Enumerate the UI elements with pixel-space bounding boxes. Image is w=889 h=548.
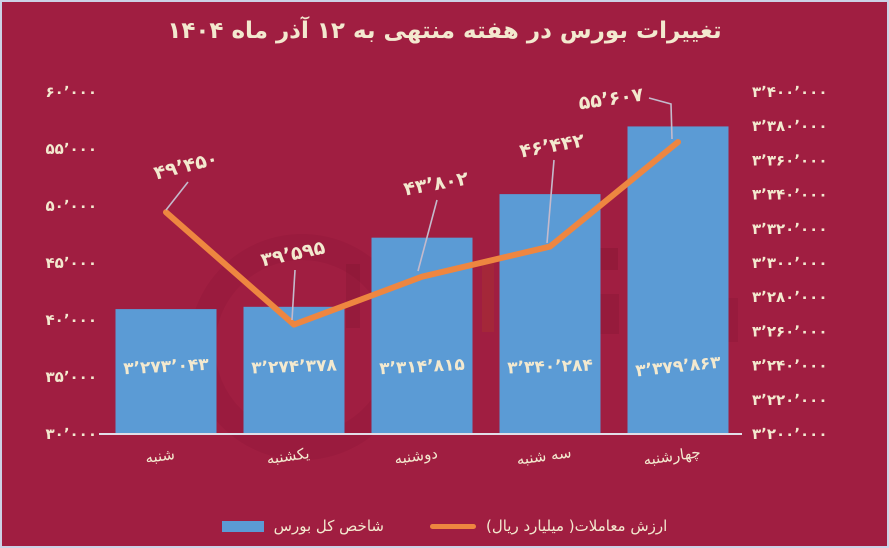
left-axis-tick: ۴۰٬۰۰۰ [46,311,97,329]
left-axis-tick: ۳۵٬۰۰۰ [46,368,97,386]
line-point-label: ۴۳٬۸۰۲ [402,167,470,200]
left-axis-tick: ۶۰٬۰۰۰ [46,83,97,101]
right-axis-tick: ۳٬۳۲۰٬۰۰۰ [752,220,827,238]
watermark-shape [482,260,494,332]
data-label-leader-line [165,181,189,211]
bar-چهارشنبه [627,126,729,435]
line-point-label: ۴۹٬۴۵۰ [152,147,221,184]
watermark-shape [598,248,618,270]
right-axis-tick: ۳٬۲۲۰٬۰۰۰ [752,391,827,409]
bar-value-label: ۳٬۲۷۴٬۳۷۸ [251,355,338,378]
right-axis-tick: ۳٬۲۸۰٬۰۰۰ [752,288,827,306]
legend-item-trade-value: ارزش معاملات( میلیارد ریال) [429,517,668,535]
line-series-swatch [429,523,476,529]
trade-value-line [163,139,681,328]
right-axis-tick: ۳٬۲۰۰٬۰۰۰ [752,425,827,443]
chart-title: تغییرات بورس در هفته منتهی به ۱۲ آذر ماه… [167,18,722,44]
left-axis-tick: ۵۵٬۰۰۰ [46,140,97,158]
legend-item-index: شاخص کل بورس [221,517,384,535]
left-axis-tick: ۳۰٬۰۰۰ [46,425,97,443]
right-axis-tick: ۳٬۳۸۰٬۰۰۰ [752,117,827,135]
x-axis-label-3: سه شنبه [515,443,572,468]
bar-یکشنبه [243,306,345,434]
bar-value-label: ۳٬۳۱۴٬۸۱۵ [379,355,465,379]
right-axis-tick: ۳٬۲۶۰٬۰۰۰ [752,322,827,340]
x-axis-label-0: شنبه [144,445,176,467]
right-axis-tick: ۳٬۴۰۰٬۰۰۰ [752,83,827,101]
data-label-leader-line [546,159,555,244]
bar-series-swatch [221,520,264,532]
left-axis-tick: ۵۰٬۰۰۰ [46,197,97,215]
right-axis-tick: ۳٬۳۰۰٬۰۰۰ [752,254,827,272]
bar-value-label: ۳٬۳۴۰٬۲۸۴ [507,356,593,379]
legend: شاخص کل بورس ارزش معاملات( میلیارد ریال) [2,517,887,535]
x-axis-label-1: یکشنبه [265,444,310,468]
legend-label-index: شاخص کل بورس [273,517,384,535]
line-point-label: ۴۶٬۴۴۲ [518,129,586,162]
data-label-leader-line [648,97,673,140]
left-axis-tick: ۴۵٬۰۰۰ [46,254,97,272]
x-axis-label-2: دوشنبه [393,444,439,468]
right-axis-tick: ۳٬۳۶۰٬۰۰۰ [752,151,827,169]
data-label-leader-line [291,269,296,321]
line-point-label: ۵۵٬۶۰۷ [577,84,645,115]
x-axis-label-4: چهارشنبه [642,443,702,469]
bar-سه شنبه [499,194,601,434]
right-axis-tick: ۳٬۲۴۰٬۰۰۰ [752,357,827,375]
watermark-shape [346,264,360,328]
bar-شنبه [115,309,217,434]
data-label-leader-line [417,199,438,272]
bar-value-label: ۳٬۲۷۳٬۰۴۳ [123,355,210,379]
right-axis-tick: ۳٬۳۴۰٬۰۰۰ [752,186,827,204]
watermark-shape [597,294,619,334]
legend-label-trade-value: ارزش معاملات( میلیارد ریال) [485,517,668,535]
